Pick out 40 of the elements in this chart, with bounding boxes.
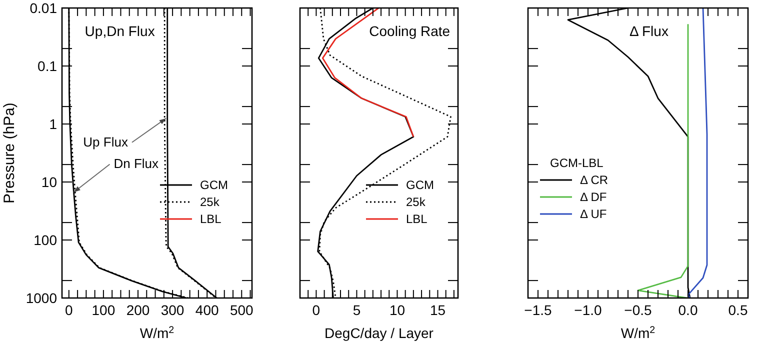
x-axis-title: W/m$^{2}$ — [140, 324, 174, 341]
x-tick-label: 200 — [126, 302, 150, 318]
text: Δ Flux — [630, 23, 668, 39]
legend-label: Δ DF — [580, 190, 607, 204]
legend-label: Δ UF — [580, 207, 607, 221]
x-tick-label: 0 — [312, 302, 320, 318]
y-tick-label: 100 — [34, 232, 58, 248]
y-tick-label: 10 — [41, 174, 58, 190]
legend-label: LBL — [200, 212, 222, 226]
legend-label: 25k — [200, 195, 220, 209]
x-tick-label: 100 — [92, 302, 116, 318]
x-tick-label: 0.0 — [678, 302, 698, 318]
y-tick-label: 1 — [49, 116, 58, 132]
text: Cooling Rate — [369, 23, 450, 39]
x-tick-label: 400 — [195, 302, 219, 318]
x-tick-label: −1.5 — [524, 302, 552, 318]
text: Up,Dn Flux — [84, 23, 155, 39]
y-tick-label: 1000 — [26, 290, 58, 306]
x-axis-title: DegC/day / Layer — [324, 325, 434, 341]
x-tick-label: 300 — [160, 302, 184, 318]
x-tick-label: −0.5 — [624, 302, 652, 318]
legend-label: GCM — [200, 178, 228, 192]
legend-label: Δ CR — [580, 173, 608, 187]
x-tick-label: −1.0 — [574, 302, 602, 318]
legend-label: LBL — [406, 212, 428, 226]
y-tick-label: 0.1 — [38, 58, 58, 74]
legend-title: GCM-LBL — [550, 156, 604, 170]
annotation: Up Flux — [83, 134, 128, 150]
legend-label: GCM — [406, 178, 434, 192]
x-tick-label: 500 — [230, 302, 254, 318]
x-tick-label: 0 — [65, 302, 74, 318]
x-tick-label: 0.5 — [728, 302, 748, 318]
x-tick-label: 5 — [352, 302, 361, 318]
x-tick-label: 15 — [430, 302, 446, 318]
y-tick-label: 0.01 — [30, 0, 58, 16]
annotation: Dn Flux — [114, 156, 160, 172]
x-tick-label: 10 — [389, 302, 406, 318]
y-axis-title: Pressure (hPa) — [1, 102, 18, 204]
x-axis-title: W/m$^{2}$ — [620, 324, 656, 341]
legend-label: 25k — [406, 195, 426, 209]
